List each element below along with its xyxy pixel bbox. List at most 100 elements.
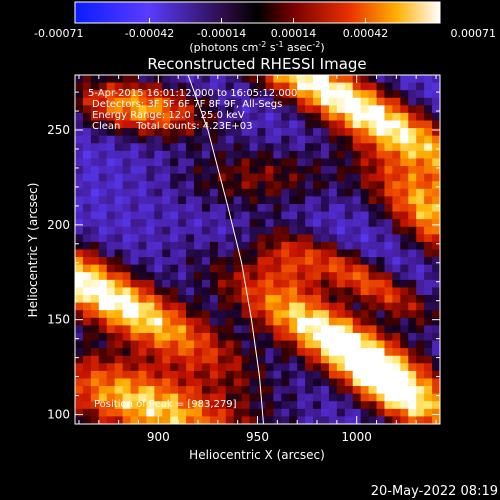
heatmap-cell: [225, 332, 235, 342]
heatmap-cell: [320, 105, 330, 114]
heatmap-cell: [106, 317, 116, 326]
heatmap-cell: [384, 249, 393, 258]
heatmap-cell: [98, 302, 108, 311]
heatmap-cell: [209, 416, 219, 424]
heatmap-cell: [384, 90, 393, 99]
heatmap-cell: [400, 355, 409, 364]
heatmap-cell: [400, 310, 409, 319]
heatmap-cell: [194, 226, 203, 235]
heatmap-cell: [376, 82, 386, 91]
heatmap-cell: [217, 302, 227, 311]
heatmap-cell: [241, 97, 251, 106]
heatmap-cell: [130, 82, 140, 91]
heatmap-cell: [138, 75, 148, 84]
heatmap-cell: [178, 370, 187, 380]
heatmap-cell: [281, 310, 290, 319]
heatmap-cell: [360, 355, 370, 364]
heatmap-cell: [130, 203, 140, 213]
heatmap-cell: [416, 226, 425, 235]
heatmap-cell: [82, 128, 92, 137]
heatmap-cell: [90, 264, 100, 273]
heatmap-cell: [360, 90, 370, 99]
heatmap-cell: [376, 295, 386, 304]
heatmap-cell: [297, 219, 306, 228]
heatmap-cell: [82, 90, 92, 99]
heatmap-cell: [392, 363, 401, 372]
heatmap-cell: [138, 257, 148, 266]
heatmap-cell: [424, 393, 433, 402]
heatmap-cell: [400, 112, 409, 122]
heatmap-cell: [114, 302, 124, 311]
heatmap-cell: [384, 105, 393, 114]
heatmap-cell: [265, 272, 274, 281]
heatmap-cell: [408, 120, 417, 129]
heatmap-cell: [75, 112, 84, 122]
heatmap-cell: [392, 188, 401, 197]
heatmap-cell: [138, 325, 148, 334]
heatmap-cell: [186, 317, 195, 326]
heatmap-cell: [273, 120, 282, 129]
heatmap-cell: [201, 401, 211, 410]
heatmap-cell: [82, 196, 92, 205]
heatmap-cell: [178, 257, 187, 266]
heatmap-cell: [170, 325, 179, 334]
heatmap-cell: [400, 348, 409, 357]
heatmap-cell: [162, 317, 171, 326]
heatmap-cell: [352, 378, 362, 387]
heatmap-cell: [360, 219, 370, 228]
heatmap-cell: [146, 196, 155, 205]
heatmap-cell: [360, 105, 370, 114]
heatmap-cell: [336, 234, 346, 243]
heatmap-cell: [201, 332, 211, 342]
heatmap-cell: [297, 120, 306, 129]
heatmap-cell: [178, 203, 187, 213]
heatmap-cell: [138, 211, 148, 220]
heatmap-cell: [313, 264, 322, 273]
heatmap-cell: [273, 370, 282, 380]
heatmap-cell: [209, 264, 219, 273]
heatmap-cell: [328, 120, 338, 129]
heatmap-cell: [328, 295, 338, 304]
heatmap-cell: [186, 264, 195, 273]
heatmap-cell: [225, 363, 235, 372]
heatmap-cell: [305, 112, 314, 122]
heatmap-cell: [289, 325, 298, 334]
heatmap-cell: [376, 135, 386, 144]
heatmap-cell: [344, 295, 354, 304]
heatmap-cell: [75, 264, 84, 273]
heatmap-cell: [257, 203, 267, 213]
heatmap-cell: [154, 150, 163, 160]
heatmap-cell: [313, 241, 322, 251]
heatmap-cell: [75, 401, 84, 410]
heatmap-cell: [384, 97, 393, 106]
heatmap-cell: [249, 370, 259, 380]
heatmap-cell: [106, 226, 116, 235]
heatmap-cell: [186, 226, 195, 235]
heatmap-cell: [432, 325, 440, 334]
heatmap-cell: [328, 401, 338, 410]
heatmap-cell: [376, 325, 386, 334]
heatmap-cell: [201, 82, 211, 91]
heatmap-cell: [281, 150, 290, 160]
heatmap-cell: [154, 234, 163, 243]
heatmap-cell: [241, 90, 251, 99]
heatmap-cell: [194, 75, 203, 84]
heatmap-cell: [408, 143, 417, 152]
heatmap-cell: [408, 90, 417, 99]
heatmap-cell: [201, 249, 211, 258]
heatmap-cell: [209, 219, 219, 228]
heatmap-cell: [130, 249, 140, 258]
heatmap-cell: [186, 211, 195, 220]
heatmap-cell: [313, 135, 322, 144]
heatmap-cell: [265, 355, 274, 364]
heatmap-cell: [336, 181, 346, 190]
heatmap-cell: [106, 287, 116, 296]
heatmap-cell: [392, 257, 401, 266]
heatmap-cell: [106, 408, 116, 418]
heatmap-cell: [217, 355, 227, 364]
heatmap-cell: [209, 188, 219, 197]
heatmap-cell: [432, 393, 440, 402]
heatmap-cell: [201, 370, 211, 380]
heatmap-cell: [313, 105, 322, 114]
heatmap-cell: [170, 211, 179, 220]
